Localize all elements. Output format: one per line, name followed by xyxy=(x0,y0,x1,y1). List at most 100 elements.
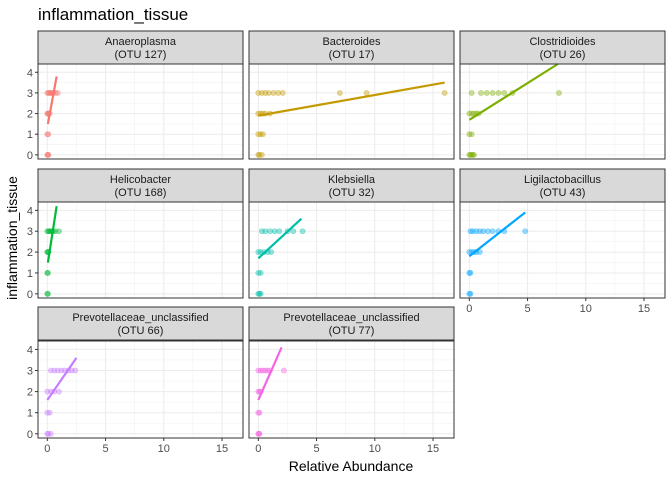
data-point xyxy=(44,409,51,416)
data-point xyxy=(257,367,264,374)
data-point xyxy=(485,228,491,235)
data-point xyxy=(258,228,265,235)
data-point xyxy=(255,90,262,96)
data-point xyxy=(45,90,52,96)
facet-strip xyxy=(37,306,244,341)
data-point xyxy=(466,249,473,255)
x-tick-label: 15 xyxy=(216,443,228,455)
y-tick-label: 0 xyxy=(27,429,33,441)
facet-strip-otu: (OTU 17) xyxy=(329,49,375,61)
data-point xyxy=(336,90,343,96)
data-point xyxy=(56,228,62,235)
data-point xyxy=(257,131,264,138)
data-point xyxy=(556,90,562,96)
data-point xyxy=(44,151,51,158)
facet-strip-genus: Clostridioides xyxy=(529,36,596,48)
data-point xyxy=(267,228,273,235)
data-point xyxy=(480,228,487,235)
data-point xyxy=(270,90,277,96)
data-point xyxy=(281,367,287,374)
trend-line xyxy=(468,211,526,258)
trend-line xyxy=(468,63,559,121)
data-point xyxy=(466,270,473,276)
data-point xyxy=(466,131,473,138)
data-point xyxy=(469,151,476,158)
data-point xyxy=(489,90,496,96)
chart-title: inflammation_tissue xyxy=(38,5,188,24)
data-point xyxy=(258,90,265,96)
data-point xyxy=(255,270,262,276)
plot-background xyxy=(249,202,454,298)
data-point xyxy=(54,367,61,374)
data-point xyxy=(255,131,262,138)
data-point xyxy=(257,270,264,276)
data-point xyxy=(255,409,262,416)
y-axis-title: inflammation_tissue xyxy=(4,176,20,300)
data-point xyxy=(44,388,51,395)
data-point xyxy=(271,228,278,235)
data-point xyxy=(299,228,306,235)
data-point xyxy=(467,228,474,235)
data-point xyxy=(495,90,502,96)
data-point xyxy=(522,228,529,235)
plot-background xyxy=(38,64,243,159)
x-tick-label: 10 xyxy=(580,303,592,315)
y-tick-label: 1 xyxy=(27,129,33,141)
facet-strip-otu: (OTU 168) xyxy=(115,187,167,199)
data-point xyxy=(260,367,266,374)
data-point xyxy=(54,90,61,96)
y-tick-label: 1 xyxy=(27,408,33,420)
panel-border xyxy=(37,201,244,299)
data-point xyxy=(257,249,264,255)
facet-strip-otu: (OTU 77) xyxy=(329,325,375,337)
data-point xyxy=(56,388,62,395)
x-tick-label: 5 xyxy=(102,443,108,455)
panel-border xyxy=(248,340,455,439)
data-point xyxy=(483,90,490,96)
data-point xyxy=(46,409,53,416)
trend-line xyxy=(257,217,303,260)
y-tick-label: 4 xyxy=(27,205,33,217)
x-tick-label: 5 xyxy=(524,303,530,315)
trend-line xyxy=(257,346,283,401)
data-point xyxy=(265,90,272,96)
data-point xyxy=(260,131,266,138)
panel-border xyxy=(248,63,455,160)
data-point xyxy=(276,228,283,235)
data-point xyxy=(51,367,58,374)
data-point xyxy=(262,228,269,235)
data-point xyxy=(262,367,269,374)
y-tick-label: 2 xyxy=(27,247,33,259)
data-point xyxy=(46,90,53,96)
data-point xyxy=(255,367,262,374)
data-point xyxy=(257,290,264,297)
data-point xyxy=(45,151,51,158)
data-point xyxy=(256,151,263,158)
data-point xyxy=(469,228,476,235)
plot-background xyxy=(249,341,454,438)
data-point xyxy=(279,90,286,96)
facet-strip-genus: Bacteroides xyxy=(322,36,381,48)
data-point xyxy=(501,90,508,96)
facet-strip-otu: (OTU 26) xyxy=(540,49,586,61)
data-point xyxy=(478,90,484,96)
facet-strip-otu: (OTU 32) xyxy=(329,187,375,199)
data-point xyxy=(45,131,52,138)
data-point xyxy=(468,110,475,117)
y-tick-label: 4 xyxy=(27,344,33,356)
facet-strip-otu: (OTU 127) xyxy=(115,49,167,61)
data-point xyxy=(45,151,52,158)
trend-line xyxy=(258,81,445,117)
data-point xyxy=(45,430,52,437)
data-point xyxy=(44,228,51,235)
facet-strip xyxy=(459,30,666,65)
data-point xyxy=(467,290,474,297)
trend-line xyxy=(46,76,58,125)
facet-panels: Anaeroplasma(OTU 127)01234Bacteroides(OT… xyxy=(27,30,666,455)
data-point xyxy=(44,270,51,276)
y-tick-label: 4 xyxy=(27,67,33,79)
facet-strip-genus: Prevotellaceae_unclassified xyxy=(283,312,419,324)
facet-panel: Prevotellaceae_unclassified(OTU 77) 0 5 10 1… xyxy=(248,306,455,455)
data-point xyxy=(468,151,475,158)
panel-border xyxy=(37,340,244,439)
